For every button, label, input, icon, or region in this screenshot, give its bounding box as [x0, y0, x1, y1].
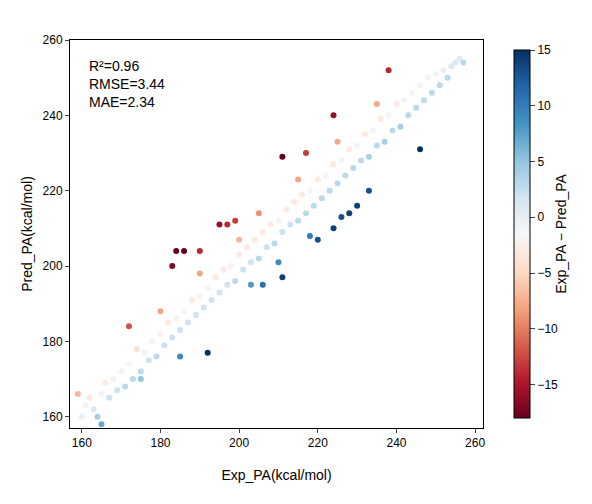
svg-text:200: 200	[43, 259, 63, 273]
svg-text:15: 15	[537, 43, 551, 57]
svg-text:260: 260	[465, 436, 485, 450]
svg-text:5: 5	[537, 155, 544, 169]
svg-text:180: 180	[43, 335, 63, 349]
svg-text:R²=0.96RMSE=3.44MAE=2.34: R²=0.96RMSE=3.44MAE=2.34	[89, 58, 165, 110]
svg-text:220: 220	[43, 184, 63, 198]
svg-text:200: 200	[229, 436, 249, 450]
svg-text:240: 240	[43, 109, 63, 123]
svg-text:−15: −15	[537, 378, 558, 392]
svg-text:220: 220	[308, 436, 328, 450]
svg-text:160: 160	[72, 436, 92, 450]
svg-text:Pred_PA(kcal/mol): Pred_PA(kcal/mol)	[19, 176, 35, 292]
svg-text:160: 160	[43, 410, 63, 424]
svg-text:Exp_PA(kcal/mol): Exp_PA(kcal/mol)	[221, 467, 331, 483]
svg-text:10: 10	[537, 99, 551, 113]
svg-text:−5: −5	[537, 266, 551, 280]
svg-text:−10: −10	[537, 322, 558, 336]
svg-text:240: 240	[386, 436, 406, 450]
svg-text:260: 260	[43, 33, 63, 47]
svg-text:0: 0	[537, 210, 544, 224]
svg-text:180: 180	[150, 436, 170, 450]
svg-text:Exp_PA − Pred_PA: Exp_PA − Pred_PA	[553, 173, 569, 293]
